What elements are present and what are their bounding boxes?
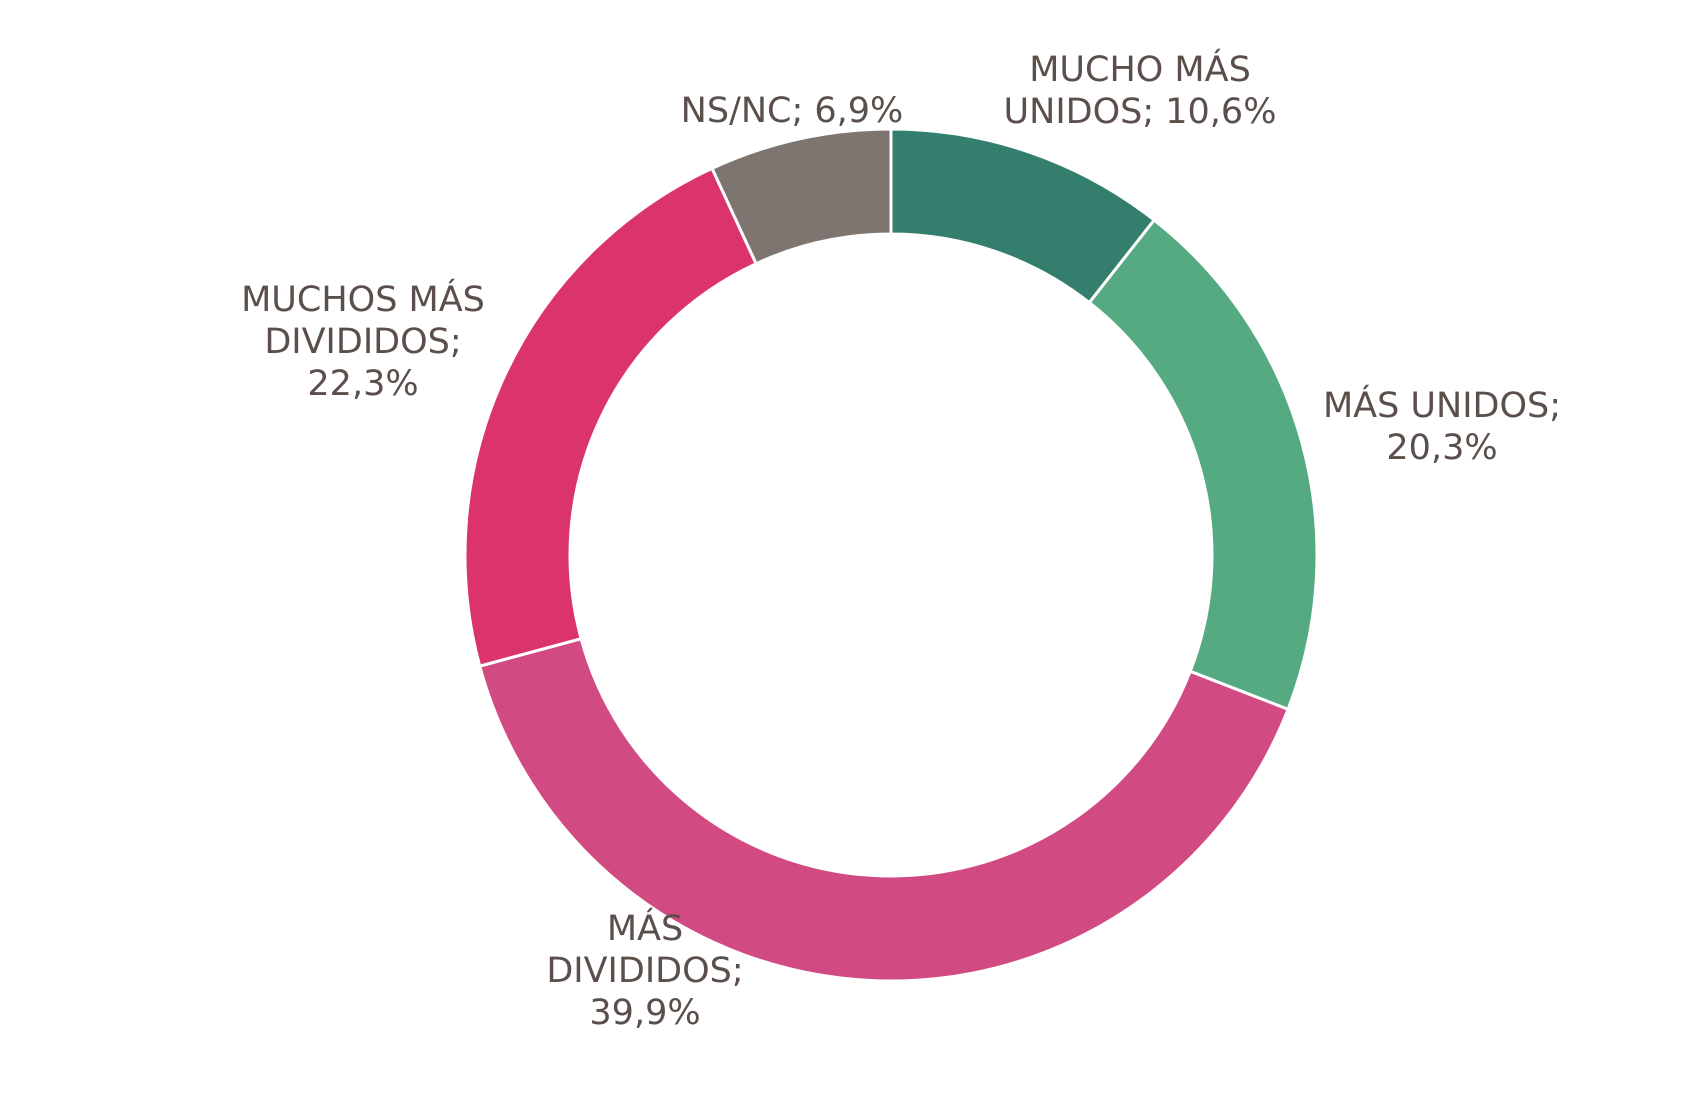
donut-slice-4 <box>463 166 759 668</box>
slice-label-5: NS/NC; 6,9% <box>681 91 904 131</box>
slice-label-line: UNIDOS; 10,6% <box>1004 92 1277 132</box>
slice-label-line: NS/NC; 6,9% <box>681 91 904 131</box>
slice-label-line: 39,9% <box>589 993 700 1033</box>
slice-label-1: MUCHO MÁS UNIDOS; 10,6% <box>1004 48 1277 132</box>
slice-label-3: MÁS DIVIDIDOS; 39,9% <box>546 907 743 1033</box>
donut-slice-2 <box>1087 217 1319 712</box>
slice-label-line: MUCHO MÁS <box>1029 48 1251 90</box>
slice-label-line: MÁS <box>607 907 683 949</box>
slice-label-line: MUCHOS MÁS <box>241 278 485 320</box>
donut-slice-5 <box>710 127 893 266</box>
slice-labels: MUCHO MÁS UNIDOS; 10,6%MÁS UNIDOS; 20,3%MÁ… <box>241 48 1561 1033</box>
slice-label-line: DIVIDIDOS; <box>546 951 743 991</box>
slice-label-4: MUCHOS MÁS DIVIDIDOS; 22,3% <box>241 278 485 404</box>
slice-label-line: MÁS UNIDOS; <box>1323 384 1561 426</box>
donut-slices <box>463 127 1319 983</box>
donut-slice-3 <box>477 636 1291 983</box>
slice-label-2: MÁS UNIDOS; 20,3% <box>1323 384 1561 468</box>
slice-label-line: 20,3% <box>1386 428 1497 468</box>
slice-label-line: DIVIDIDOS; <box>264 322 461 362</box>
slice-label-line: 22,3% <box>307 364 418 404</box>
